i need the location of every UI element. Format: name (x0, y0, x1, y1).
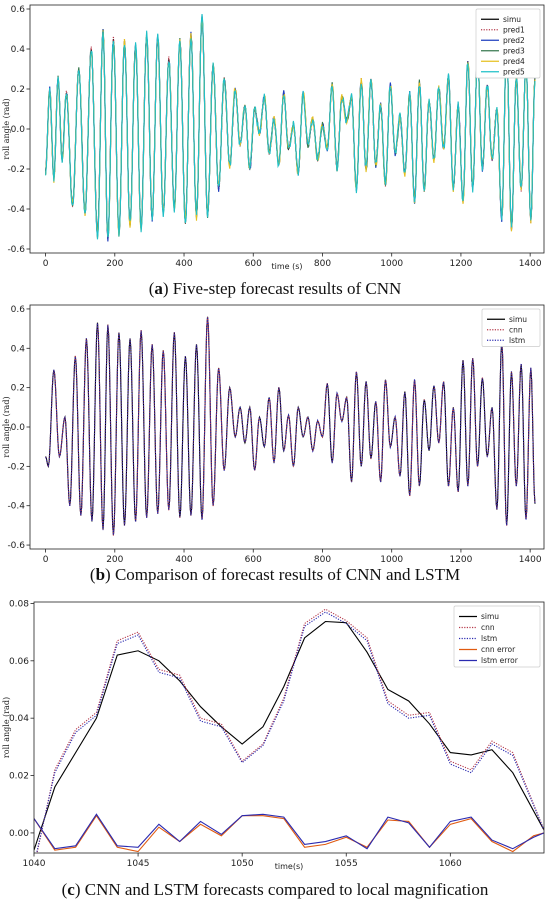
x-tick-label: 1400 (519, 555, 542, 565)
legend-entry: simu (509, 315, 527, 324)
x-tick-label: 600 (245, 555, 262, 565)
caption-paren: ( (149, 279, 155, 298)
x-tick-label: 0 (43, 259, 49, 269)
x-tick-label: 200 (106, 259, 123, 269)
y-tick-label: -0.2 (7, 165, 25, 175)
legend-entry: lstm (509, 336, 525, 345)
y-tick-label: -0.2 (7, 462, 25, 472)
x-tick-label: 800 (314, 555, 331, 565)
caption-letter: a (154, 279, 163, 298)
x-tick-label: 1200 (449, 259, 472, 269)
figure-caption: (a) Five-step forecast results of CNN (149, 279, 402, 298)
series-line-lstm-error (34, 813, 544, 850)
legend-box (481, 308, 541, 347)
x-axis-label: time (s) (271, 262, 302, 271)
legend-entry: pred3 (503, 46, 525, 55)
y-tick-label: 0.2 (11, 85, 25, 95)
legend: simu cnn lstm cnn error lstm error (453, 605, 541, 668)
x-tick-label: 1400 (519, 259, 542, 269)
series-group (45, 13, 536, 242)
legend-entry: cnn error (481, 645, 516, 654)
chart-panel-a: 0 200 400 600 800 1000 1200 1400 -0.6 -0.4 -0.2 0.0… (2, 4, 545, 298)
x-tick-label: 1040 (23, 859, 46, 869)
series-line-pred4 (45, 17, 536, 239)
series-line-lstm (45, 316, 536, 535)
series-line-pred1 (45, 17, 536, 241)
y-tick-label: 0.2 (11, 384, 25, 394)
y-tick-label: 0.6 (11, 5, 26, 15)
x-tick-label: 400 (175, 259, 192, 269)
plot-frame (33, 601, 545, 854)
y-tick-label: 0.02 (9, 772, 29, 782)
series-line-lstm (36, 611, 544, 853)
y-tick-label: 0.0 (11, 423, 26, 433)
caption-text: ) Five-step forecast results of CNN (163, 279, 401, 298)
x-tick-label: 1050 (231, 859, 254, 869)
x-tick-label: 1060 (439, 859, 462, 869)
figure-caption: (b) Comparison of forecast results of CN… (90, 565, 460, 584)
y-tick-label: 0.06 (9, 657, 29, 667)
legend-entry: cnn (509, 325, 523, 334)
legend-entry: pred1 (503, 25, 525, 34)
series-line-pred3 (45, 19, 536, 238)
chart-panel-b: 0 200 400 600 800 1000 1200 1400 -0.6 -0.4 -0.2 0.0… (2, 304, 545, 584)
y-tick-label: 0.4 (11, 344, 26, 354)
y-tick-label: -0.6 (7, 541, 25, 551)
y-tick-label: 0.04 (9, 714, 29, 724)
legend-entry: pred2 (503, 36, 525, 45)
series-line-pred2 (45, 15, 536, 242)
series-line-cnn (36, 608, 544, 853)
x-tick-label: 1055 (335, 859, 358, 869)
x-tick-label: 1000 (380, 555, 403, 565)
series-line-simu (34, 620, 544, 851)
y-tick-label: 0.08 (9, 599, 29, 609)
y-tick-label: 0.6 (11, 305, 26, 315)
legend-entry: simu (481, 612, 499, 621)
y-tick-label: -0.6 (7, 245, 25, 255)
caption-paren: ( (62, 880, 68, 899)
chart-panel-c: 1040 1045 1050 1055 1060 0.00 0.02 0.04 0.06 0.08… (2, 599, 545, 899)
caption-text: ) Comparison of forecast results of CNN … (105, 565, 460, 584)
y-axis-label: roll angle (rad) (2, 697, 11, 758)
series-line-cnn-error (34, 814, 544, 853)
y-tick-label: 0.0 (11, 125, 26, 135)
series-line-simu (45, 16, 536, 240)
y-tick-label: 0.00 (9, 829, 29, 839)
x-tick-label: 400 (175, 555, 192, 565)
x-tick-label: 1000 (380, 259, 403, 269)
legend-entry: simu (503, 15, 521, 24)
x-tick-label: 200 (106, 555, 123, 565)
caption-text: ) CNN and LSTM forecasts compared to loc… (75, 880, 489, 899)
legend-entry: lstm error (481, 656, 519, 665)
legend-entry: pred4 (503, 57, 525, 66)
y-tick-label: 0.4 (11, 45, 26, 55)
y-tick-label: -0.4 (7, 205, 25, 215)
legend-entry: cnn (481, 623, 495, 632)
y-axis-label: roll angle (rad) (2, 98, 11, 159)
caption-letter: b (96, 565, 105, 584)
y-axis-label: roll angle (rad) (2, 396, 11, 457)
x-tick-label: 800 (314, 259, 331, 269)
legend-box (453, 605, 541, 668)
caption-paren: ( (90, 565, 96, 584)
figure-caption: (c) CNN and LSTM forecasts compared to l… (62, 880, 489, 899)
series-line-cnn (45, 317, 536, 536)
y-tick-label: -0.4 (7, 502, 25, 512)
x-tick-label: 600 (245, 259, 262, 269)
series-group (34, 608, 544, 853)
caption-letter: c (67, 880, 75, 899)
x-axis-label: time(s) (275, 862, 303, 871)
series-line-pred5 (45, 13, 536, 240)
x-tick-label: 1200 (449, 555, 472, 565)
x-tick-label: 1045 (127, 859, 150, 869)
legend-entry: lstm (481, 634, 497, 643)
legend-entry: pred5 (503, 67, 525, 76)
x-tick-label: 0 (43, 555, 49, 565)
series-group (45, 316, 536, 536)
